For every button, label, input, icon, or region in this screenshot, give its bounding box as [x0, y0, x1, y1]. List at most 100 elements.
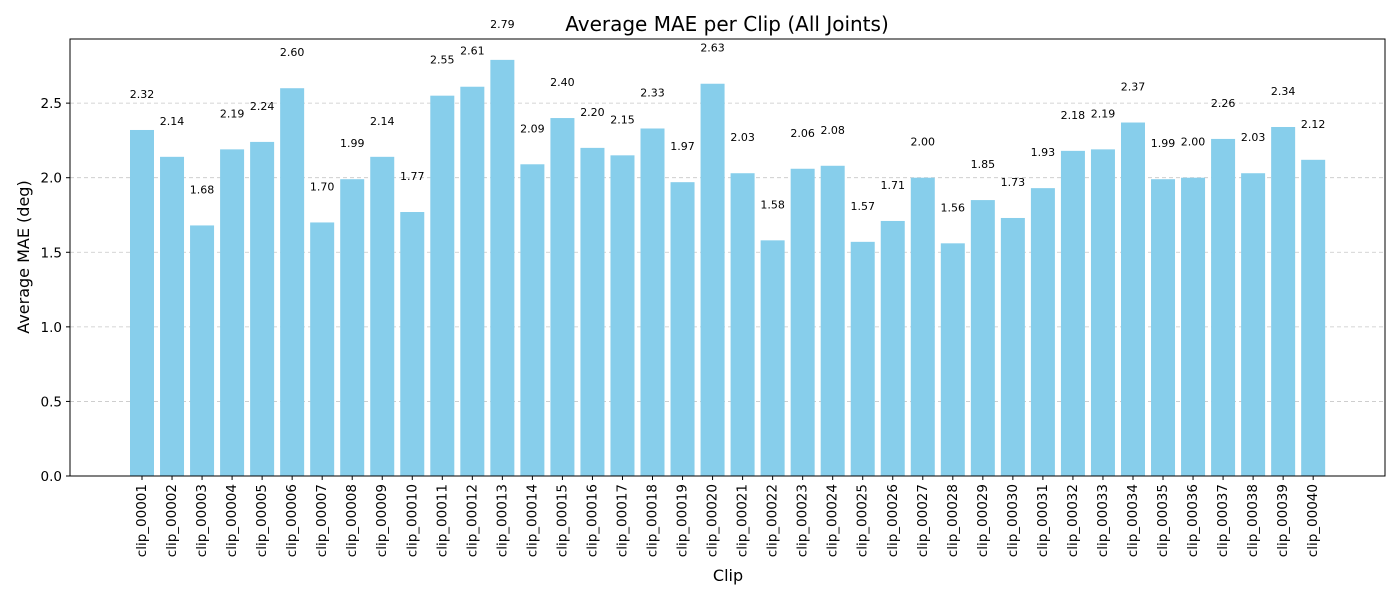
- x-tick-label: clip_00020: [705, 484, 721, 557]
- bar: [940, 243, 965, 476]
- bar-value-label: 1.57: [850, 200, 875, 213]
- bar-value-label: 1.77: [400, 170, 425, 183]
- bar-value-label: 2.40: [550, 76, 575, 89]
- x-tick-label: clip_00030: [1005, 484, 1021, 557]
- bar: [370, 156, 395, 477]
- bar-value-label: 2.79: [490, 18, 515, 31]
- x-tick-label: clip_00015: [554, 484, 570, 557]
- bar: [790, 168, 815, 476]
- bar: [520, 164, 545, 477]
- x-axis: clip_00001 clip_00002 clip_00003 clip_00004…: [134, 476, 1321, 557]
- bar: [1030, 188, 1055, 476]
- bar-value-label: 2.32: [130, 88, 155, 101]
- bar: [160, 156, 185, 477]
- bar-value-label: 1.85: [971, 158, 996, 171]
- bar-value-label: 2.03: [730, 131, 755, 144]
- bar-value-label: 2.03: [1241, 131, 1266, 144]
- x-tick-label: clip_00004: [224, 484, 240, 557]
- x-tick-label: clip_00027: [915, 484, 931, 557]
- bar: [700, 83, 725, 477]
- x-tick-label: clip_00039: [1275, 484, 1291, 557]
- x-tick-label: clip_00040: [1305, 484, 1321, 557]
- x-tick-label: clip_00005: [254, 484, 270, 557]
- x-tick-label: clip_00006: [284, 484, 300, 557]
- bar: [1271, 126, 1296, 477]
- bar: [220, 149, 245, 477]
- x-tick-label: clip_00012: [464, 484, 480, 557]
- plot-frame: [69, 38, 1386, 477]
- bar-value-label: 2.15: [610, 113, 635, 126]
- x-tick-label: clip_00023: [795, 484, 811, 557]
- y-tick-label: 2.0: [41, 171, 62, 187]
- bar-value-label: 2.61: [460, 45, 485, 58]
- bar-value-label: 2.55: [430, 54, 455, 67]
- bar: [1120, 122, 1145, 476]
- bar-value-label: 1.99: [1151, 137, 1176, 150]
- bar-value-label: 2.24: [250, 100, 275, 113]
- x-tick-label: clip_00010: [404, 484, 420, 557]
- bar-value-label: 1.70: [310, 180, 335, 193]
- y-axis: 0.0 0.5 1.0 1.5 2.0 2.5: [41, 96, 70, 485]
- bar: [640, 128, 665, 477]
- x-axis-label: Clip: [713, 566, 743, 585]
- x-tick-label: clip_00016: [584, 484, 600, 557]
- x-tick-label: clip_00035: [1155, 484, 1171, 557]
- bar-value-label: 2.63: [700, 42, 725, 55]
- bar: [430, 95, 455, 476]
- bar-value-label: 1.58: [760, 198, 785, 211]
- bar: [850, 241, 875, 476]
- bar-value-label: 2.34: [1271, 85, 1296, 98]
- bar: [1060, 150, 1085, 477]
- bar: [460, 86, 485, 476]
- bar-value-label: 2.08: [820, 124, 845, 137]
- bar-value-label: 2.19: [1091, 107, 1116, 120]
- bar: [400, 212, 425, 476]
- bar-value-label: 2.00: [1181, 136, 1206, 149]
- bars: [130, 59, 1326, 477]
- bar: [250, 141, 275, 477]
- bar: [550, 118, 575, 476]
- x-tick-label: clip_00009: [374, 484, 390, 557]
- bar: [970, 200, 995, 476]
- bar-value-label: 2.06: [790, 127, 815, 140]
- x-tick-label: clip_00011: [434, 484, 450, 557]
- bar: [880, 220, 905, 476]
- x-tick-label: clip_00024: [825, 484, 841, 557]
- x-tick-label: clip_00007: [314, 484, 330, 557]
- bar-value-label: 2.09: [520, 122, 545, 135]
- x-tick-label: clip_00018: [645, 484, 661, 557]
- bar-value-label: 1.68: [190, 183, 215, 196]
- bar: [730, 173, 755, 476]
- bar: [1241, 173, 1266, 476]
- y-axis-label: Average MAE (deg): [14, 180, 33, 333]
- bar: [190, 225, 215, 476]
- bar-value-label: 1.56: [941, 201, 966, 214]
- x-tick-label: clip_00031: [1035, 484, 1051, 557]
- bar-value-label: 2.18: [1061, 109, 1086, 122]
- bar-value-label: 1.99: [340, 137, 365, 150]
- bar-value-label: 2.37: [1121, 81, 1146, 94]
- y-tick-label: 1.5: [41, 245, 62, 261]
- bar-value-label: 2.00: [911, 136, 936, 149]
- bar-value-label: 2.19: [220, 107, 245, 120]
- bar-value-label: 2.14: [370, 115, 395, 128]
- x-tick-label: clip_00025: [855, 484, 871, 557]
- bar: [1211, 138, 1236, 476]
- bar-value-label: 2.12: [1301, 118, 1326, 131]
- bar: [1301, 159, 1326, 476]
- bar: [820, 165, 845, 476]
- bar-value-label: 1.73: [1001, 176, 1026, 189]
- bar: [280, 88, 305, 476]
- x-tick-label: clip_00014: [524, 484, 540, 557]
- x-tick-label: clip_00037: [1215, 484, 1231, 557]
- x-tick-label: clip_00026: [885, 484, 901, 557]
- bar-value-label: 1.93: [1031, 146, 1056, 159]
- x-tick-label: clip_00019: [675, 484, 691, 557]
- bar-value-label: 1.97: [670, 140, 695, 153]
- bar: [610, 155, 635, 476]
- x-tick-label: clip_00013: [494, 484, 510, 557]
- bar: [670, 182, 695, 476]
- bar: [760, 240, 785, 476]
